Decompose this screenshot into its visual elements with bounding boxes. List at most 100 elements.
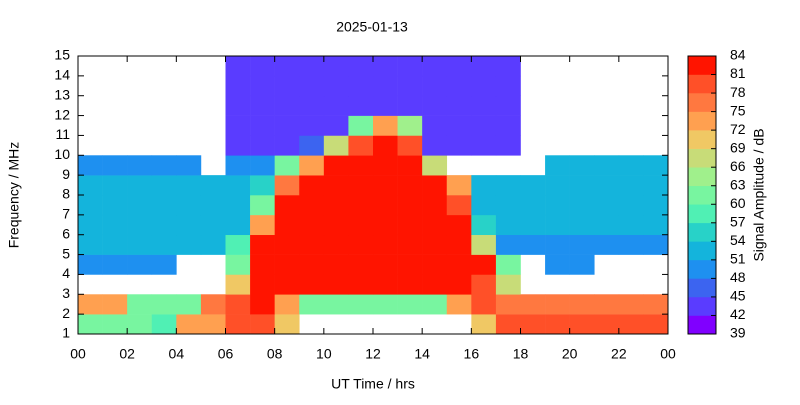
colorbar-segment xyxy=(688,167,716,187)
heatmap-cell xyxy=(397,56,423,77)
heatmap-cell xyxy=(151,195,177,216)
y-tick-label: 2 xyxy=(62,305,70,321)
heatmap-cell xyxy=(151,314,177,335)
heatmap-cell xyxy=(176,234,202,255)
heatmap-cell xyxy=(422,274,448,295)
heatmap-cell xyxy=(127,234,153,255)
colorbar-tick-label: 63 xyxy=(730,176,746,192)
heatmap-cell xyxy=(274,195,300,216)
heatmap-cell xyxy=(520,175,546,196)
heatmap-cell xyxy=(151,254,177,275)
heatmap-cell xyxy=(569,294,595,315)
heatmap-cell xyxy=(495,175,521,196)
heatmap-cell xyxy=(274,56,300,77)
heatmap-cell xyxy=(323,274,349,295)
y-tick-label: 5 xyxy=(62,245,70,261)
colorbar-frame xyxy=(687,55,717,335)
heatmap-cell xyxy=(471,234,497,255)
heatmap-cell xyxy=(520,214,546,236)
heatmap-cell xyxy=(78,294,103,315)
heatmap-cell xyxy=(495,254,521,275)
heatmap-cell xyxy=(102,314,128,335)
heatmap-cell xyxy=(446,254,472,275)
heatmap-cell xyxy=(618,214,644,236)
heatmap-cell xyxy=(274,115,300,136)
heatmap-cell xyxy=(422,75,448,97)
colorbar-tick-label: 60 xyxy=(730,195,746,211)
heatmap-cell xyxy=(446,234,472,255)
heatmap-cell xyxy=(151,155,177,176)
heatmap-cell xyxy=(250,75,275,97)
heatmap-cell xyxy=(422,155,448,176)
x-tick-label: 18 xyxy=(513,346,529,362)
heatmap-cell xyxy=(151,294,177,315)
heatmap-cell xyxy=(299,254,325,275)
heatmap-cell xyxy=(397,294,423,315)
heatmap-cell xyxy=(569,214,595,236)
colorbar-tick-label: 45 xyxy=(730,288,746,304)
heatmap-cell xyxy=(545,155,570,176)
heatmap-cell xyxy=(274,95,300,116)
heatmap-cell xyxy=(299,95,325,116)
heatmap-cell xyxy=(151,175,177,196)
heatmap-cell xyxy=(250,175,275,196)
heatmap-cell xyxy=(397,274,423,295)
heatmap-cell xyxy=(422,95,448,116)
heatmap-cell xyxy=(274,155,300,176)
heatmap-cell xyxy=(274,175,300,196)
y-tick-label: 11 xyxy=(55,126,70,142)
x-tick-label: 12 xyxy=(365,346,381,362)
heatmap-cell xyxy=(495,234,521,255)
heatmap-cell xyxy=(127,175,153,196)
heatmap-cell xyxy=(323,234,349,255)
heatmap-cell xyxy=(643,314,669,335)
heatmap-cell xyxy=(323,214,349,236)
heatmap-cell xyxy=(446,214,472,236)
heatmap-cell xyxy=(225,254,251,275)
heatmap-cell xyxy=(520,314,546,335)
heatmap-cell xyxy=(323,254,349,275)
colorbar-tick-label: 48 xyxy=(730,269,746,285)
heatmap-cell xyxy=(373,195,398,216)
x-tick-label: 14 xyxy=(414,346,430,362)
heatmap-cell xyxy=(373,75,398,97)
heatmap-cell xyxy=(274,294,300,315)
colorbar-segment xyxy=(688,296,716,316)
heatmap-cell xyxy=(495,56,521,77)
heatmap-cell xyxy=(471,56,497,77)
heatmap-cell xyxy=(127,155,153,176)
heatmap-cell xyxy=(176,155,202,176)
x-tick-label: 08 xyxy=(267,346,283,362)
heatmap-cell xyxy=(373,234,398,255)
heatmap-cell xyxy=(373,254,398,275)
heatmap-cell xyxy=(471,274,497,295)
colorbar-segment xyxy=(688,315,716,335)
heatmap-cell xyxy=(225,234,251,255)
colorbar-segment xyxy=(688,259,716,279)
heatmap-cell xyxy=(102,234,128,255)
heatmap-cell xyxy=(323,56,349,77)
heatmap-cell xyxy=(471,135,497,156)
heatmap-cell xyxy=(299,234,325,255)
heatmap-cell xyxy=(200,234,226,255)
colorbar-segment xyxy=(688,204,716,224)
x-axis-label: UT Time / hrs xyxy=(331,376,415,392)
heatmap-cell xyxy=(274,254,300,275)
heatmap-cell xyxy=(422,254,448,275)
heatmap-cell xyxy=(422,214,448,236)
colorbar-tick-label: 69 xyxy=(730,139,746,155)
heatmap-cell xyxy=(225,135,251,156)
heatmap-cell xyxy=(176,195,202,216)
heatmap-cell xyxy=(348,56,374,77)
heatmap-cell xyxy=(348,155,374,176)
heatmap-cell xyxy=(594,175,620,196)
heatmap-cell xyxy=(348,135,374,156)
heatmap-cell xyxy=(274,214,300,236)
heatmap-cell xyxy=(250,135,275,156)
x-tick-label: 10 xyxy=(316,346,332,362)
heatmap-cell xyxy=(495,195,521,216)
heatmap-cell xyxy=(250,274,275,295)
heatmap-cell xyxy=(78,195,103,216)
heatmap-cell xyxy=(618,195,644,216)
heatmap-cell xyxy=(274,314,300,335)
